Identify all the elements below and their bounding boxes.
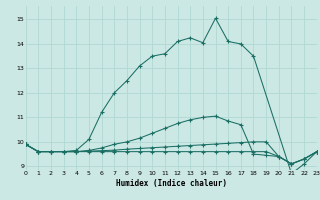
X-axis label: Humidex (Indice chaleur): Humidex (Indice chaleur) [116, 179, 227, 188]
